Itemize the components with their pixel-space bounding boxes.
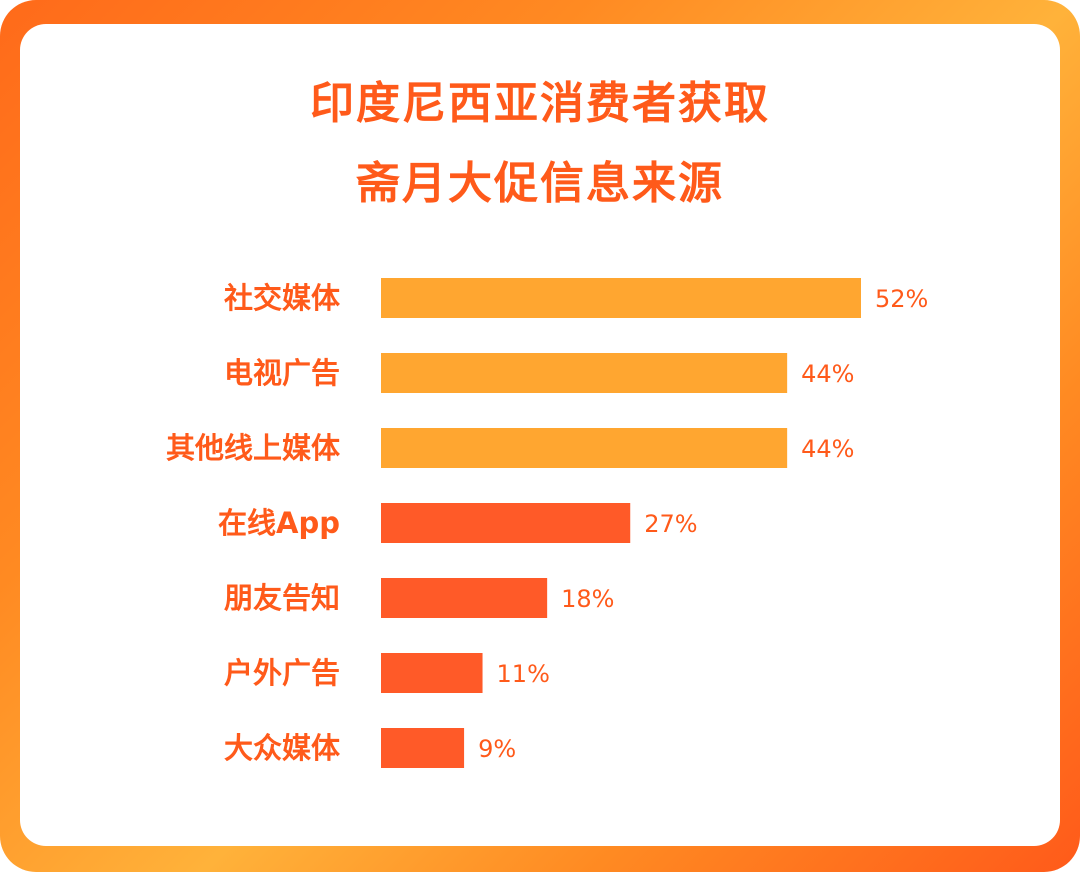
value-label: 44% (801, 435, 854, 463)
bar (381, 353, 788, 393)
category-label: 户外广告 (224, 656, 340, 690)
category-label: 电视广告 (224, 356, 340, 390)
value-label: 44% (801, 360, 854, 388)
value-label: 18% (561, 585, 614, 613)
value-label: 9% (478, 735, 516, 763)
category-label: 在线App (218, 506, 340, 540)
chart-title-line-1: 印度尼西亚消费者获取 (310, 78, 770, 129)
category-label: 其他线上媒体 (166, 431, 341, 465)
value-label: 11% (497, 660, 550, 688)
category-label: 大众媒体 (224, 731, 341, 765)
chart-title-line-2: 斋月大促信息来源 (356, 158, 724, 209)
bar (381, 728, 465, 768)
value-label: 27% (644, 510, 697, 538)
bar (381, 503, 631, 543)
category-label: 朋友告知 (224, 581, 340, 615)
bar (381, 578, 548, 618)
category-label: 社交媒体 (224, 281, 341, 315)
bar (381, 428, 788, 468)
bar (381, 653, 483, 693)
value-label: 52% (875, 285, 928, 313)
bar (381, 278, 861, 318)
